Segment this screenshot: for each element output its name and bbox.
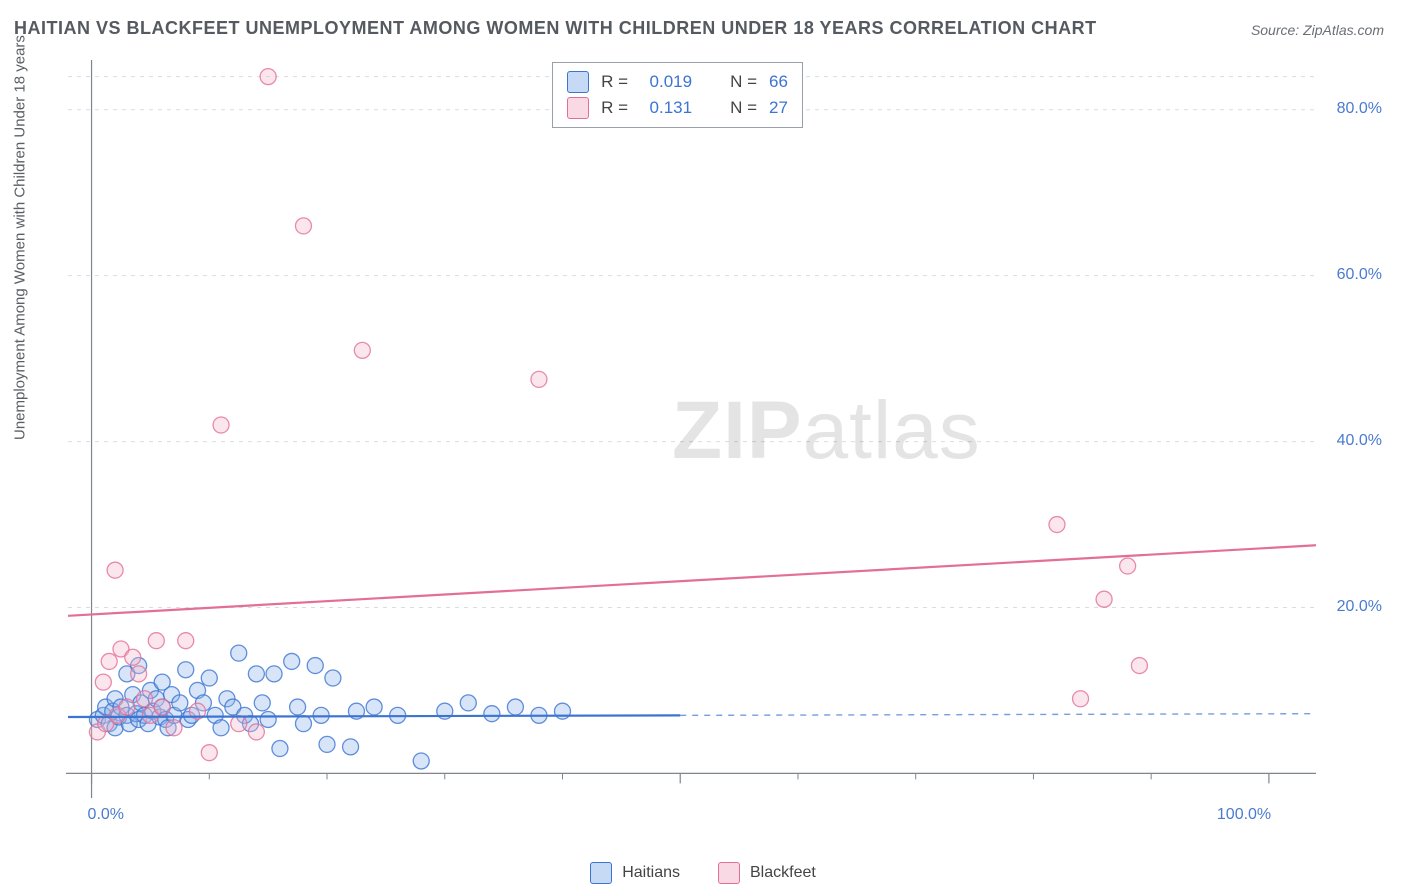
y-axis-label: Unemployment Among Women with Children U… [12, 35, 29, 440]
chart-title: HAITIAN VS BLACKFEET UNEMPLOYMENT AMONG … [14, 18, 1097, 39]
source-attribution: Source: ZipAtlas.com [1251, 22, 1384, 38]
y-tick-label: 40.0% [1337, 432, 1382, 450]
legend-item: Blackfeet [718, 862, 816, 884]
stat-n-value: 66 [769, 72, 788, 92]
stat-n-label: N = [730, 72, 757, 92]
stats-legend-box: R = 0.019 N = 66 R = 0.131 N = 27 [552, 62, 803, 128]
chart-svg [62, 54, 1388, 836]
legend-swatch [567, 71, 589, 93]
x-tick-label: 0.0% [88, 806, 124, 824]
stat-n-value: 27 [769, 98, 788, 118]
stat-r-value: 0.019 [640, 72, 692, 92]
legend-label: Blackfeet [750, 864, 816, 882]
stats-legend-row: R = 0.131 N = 27 [567, 95, 788, 121]
legend-swatch [567, 97, 589, 119]
stat-n-label: N = [730, 98, 757, 118]
legend-item: Haitians [590, 862, 680, 884]
legend-label: Haitians [622, 864, 680, 882]
legend-swatch [718, 862, 740, 884]
y-tick-label: 20.0% [1337, 598, 1382, 616]
plot-area: ZIPatlas R =0.019N =66R =0.131N =27 20.0… [62, 54, 1388, 836]
series-legend: Haitians Blackfeet [0, 862, 1406, 884]
y-tick-label: 60.0% [1337, 266, 1382, 284]
stat-r-label: R = [601, 98, 628, 118]
x-tick-label: 100.0% [1217, 806, 1271, 824]
y-tick-label: 80.0% [1337, 100, 1382, 118]
legend-swatch [590, 862, 612, 884]
stat-r-value: 0.131 [640, 98, 692, 118]
stat-r-label: R = [601, 72, 628, 92]
stats-legend-row: R = 0.019 N = 66 [567, 69, 788, 95]
